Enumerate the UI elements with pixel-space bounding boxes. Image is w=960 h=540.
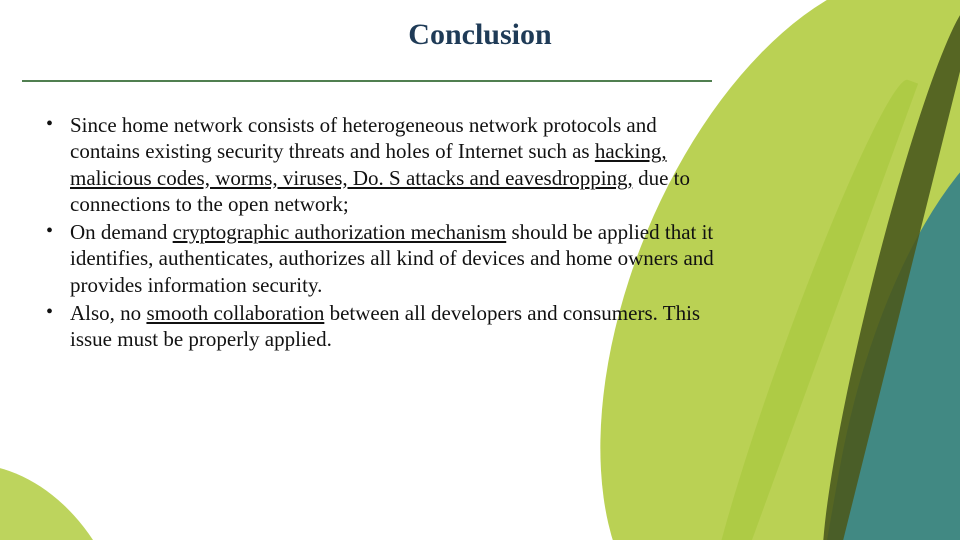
bullet-text-pre: Also, no bbox=[70, 301, 146, 325]
bullet-item: Since home network consists of heterogen… bbox=[40, 112, 720, 217]
bullet-item: Also, no smooth collaboration between al… bbox=[40, 300, 720, 353]
corner-accent bbox=[0, 422, 108, 540]
bullet-item: On demand cryptographic authorization me… bbox=[40, 219, 720, 298]
bullet-text-pre: Since home network consists of heterogen… bbox=[70, 113, 657, 163]
bullet-text-underlined: cryptographic authorization mechanism bbox=[173, 220, 507, 244]
bullet-text-pre: On demand bbox=[70, 220, 173, 244]
slide: Conclusion Since home network consists o… bbox=[0, 0, 960, 540]
bullet-text-underlined: smooth collaboration bbox=[146, 301, 324, 325]
slide-title: Conclusion bbox=[0, 18, 960, 52]
title-underline bbox=[22, 80, 712, 82]
bullet-list: Since home network consists of heterogen… bbox=[40, 112, 720, 352]
slide-body: Since home network consists of heterogen… bbox=[40, 112, 720, 354]
